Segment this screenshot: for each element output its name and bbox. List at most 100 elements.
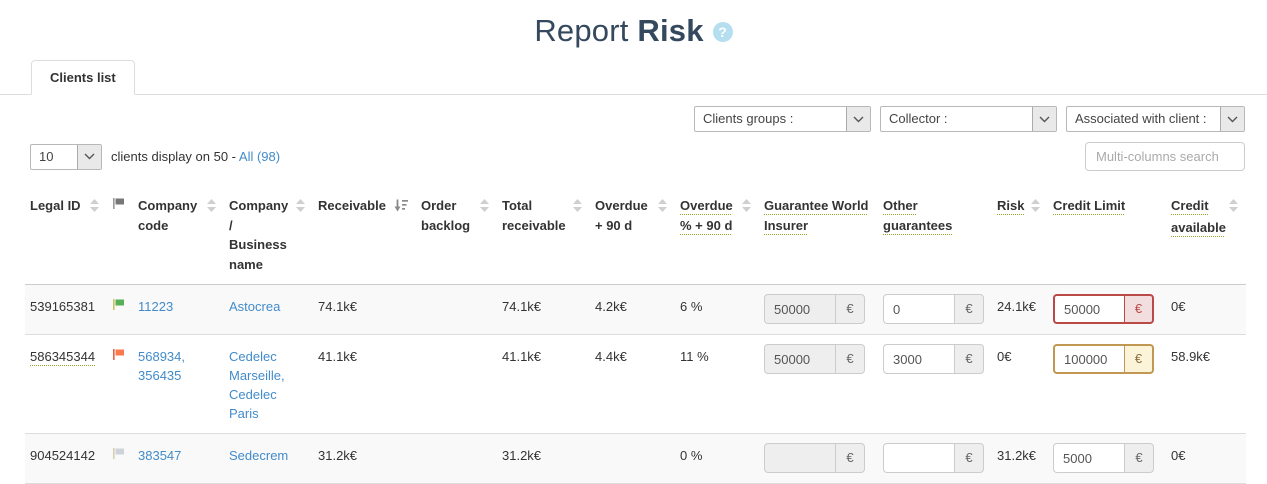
guarantee-insurer-cell: €	[759, 284, 878, 335]
col-company-code[interactable]: Company code	[133, 190, 224, 285]
risk-cell: 31.2k€	[992, 433, 1048, 484]
col-order-backlog[interactable]: Order backlog	[416, 190, 497, 285]
risk-cell: 24.1k€	[992, 284, 1048, 335]
company-code-link[interactable]: 568934, 356435	[138, 349, 185, 383]
company-code-cell: 383547	[133, 433, 224, 484]
page-title-light: Report	[534, 13, 629, 48]
sort-icon	[296, 198, 305, 218]
company-code-cell: 568934, 356435	[133, 333, 224, 434]
sort-icon	[207, 198, 216, 218]
sort-icon	[1031, 198, 1040, 218]
clients-table: Legal ID Company code Company / Business…	[25, 190, 1246, 484]
other-guarantees-input[interactable]	[883, 294, 954, 324]
other-guarantees-input[interactable]	[883, 443, 954, 474]
select-label: Collector :	[889, 111, 948, 126]
sort-icon	[1229, 198, 1238, 218]
currency-addon: €	[954, 344, 984, 374]
tab-clients-list[interactable]: Clients list	[31, 60, 135, 95]
other-guarantees-input-group: €	[883, 344, 984, 374]
col-legal-id[interactable]: Legal ID	[25, 190, 107, 285]
company-name-link[interactable]: Astocrea	[229, 299, 281, 314]
order-backlog-cell	[416, 333, 497, 434]
credit-limit-input-group: €	[1053, 344, 1154, 374]
table-header-row: Legal ID Company code Company / Business…	[25, 190, 1246, 285]
company-name-cell: Sedecrem	[224, 433, 313, 484]
collector-select[interactable]: Collector :	[880, 106, 1057, 132]
col-overdue-90d[interactable]: Overdue + 90 d	[590, 190, 675, 285]
guarantee-insurer-input-group: €	[764, 344, 865, 374]
associated-with-client-select[interactable]: Associated with client :	[1066, 106, 1245, 132]
flag-icon	[112, 447, 125, 466]
company-code-link[interactable]: 11223	[138, 299, 174, 314]
guarantee-insurer-cell: €	[759, 433, 878, 484]
currency-addon: €	[1124, 294, 1154, 324]
total-receivable-cell: 41.1k€	[497, 333, 590, 434]
col-receivable[interactable]: Receivable	[313, 190, 416, 285]
col-credit-limit: Credit Limit	[1048, 190, 1166, 285]
filters-row: Clients groups : Collector : Associated …	[22, 106, 1245, 132]
legal-id-cell: 904524142	[25, 433, 107, 484]
other-guarantees-cell: €	[878, 333, 992, 434]
col-total-receivable[interactable]: Total receivable	[497, 190, 590, 285]
select-value: 10	[39, 148, 54, 164]
sort-icon	[658, 198, 667, 218]
credit-limit-cell: €	[1048, 433, 1166, 484]
multi-columns-search-input[interactable]	[1085, 142, 1245, 171]
results-count-text: clients display on 50 - All (98)	[111, 149, 281, 164]
currency-addon: €	[835, 443, 865, 474]
credit-limit-input[interactable]	[1053, 294, 1124, 324]
order-backlog-cell	[416, 284, 497, 335]
company-name-link[interactable]: Sedecrem	[229, 448, 289, 464]
col-flag	[107, 190, 133, 285]
other-guarantees-input-group: €	[883, 443, 984, 474]
guarantee-insurer-input	[764, 294, 835, 324]
credit-limit-cell: €	[1048, 284, 1166, 335]
order-backlog-cell	[416, 433, 497, 484]
chevron-down-icon	[1220, 107, 1244, 131]
credit-limit-input-group: €	[1053, 443, 1154, 474]
receivable-cell: 41.1k€	[313, 333, 416, 434]
currency-addon: €	[835, 344, 865, 374]
clients-groups-select[interactable]: Clients groups :	[694, 106, 871, 132]
credit-limit-input[interactable]	[1053, 344, 1124, 374]
chevron-down-icon	[77, 144, 101, 169]
col-overdue-pct-90d[interactable]: Overdue % + 90 d	[675, 190, 759, 285]
legal-id-cell: 586345344	[25, 333, 107, 434]
company-name-cell: Cedelec Marseille, Cedelec Paris	[224, 333, 313, 434]
legal-id-cell: 539165381	[25, 284, 107, 335]
currency-addon: €	[954, 294, 984, 324]
col-credit-available[interactable]: Credit available	[1166, 190, 1246, 285]
company-code-link[interactable]: 383547	[138, 448, 182, 464]
toolbar-row: 10 clients display on 50 - All (98)	[30, 142, 1245, 171]
col-guarantee-world-insurer: Guarantee World Insurer	[759, 190, 878, 285]
receivable-cell: 74.1k€	[313, 284, 416, 335]
overdue-90d-cell: 4.2k€	[590, 284, 675, 335]
sort-icon	[573, 198, 582, 218]
col-risk[interactable]: Risk	[992, 190, 1048, 285]
show-all-link[interactable]: All (98)	[238, 149, 281, 164]
guarantee-insurer-input	[764, 443, 835, 474]
col-company-name[interactable]: Company / Business name	[224, 190, 313, 285]
risk-cell: 0€	[992, 333, 1048, 434]
help-icon[interactable]: ?	[712, 22, 733, 42]
flag-cell	[107, 284, 133, 335]
page-size-select[interactable]: 10	[30, 143, 102, 170]
tab-bar: Clients list	[0, 60, 1267, 95]
guarantee-insurer-input	[764, 344, 835, 374]
overdue-90d-cell	[590, 433, 675, 484]
flag-cell	[107, 433, 133, 484]
table-row: 539165381 11223 Astocrea 74.1k€ 74.1k€ 4…	[25, 284, 1246, 335]
company-name-link[interactable]: Cedelec Marseille, Cedelec Paris	[229, 349, 285, 421]
other-guarantees-input[interactable]	[883, 344, 954, 374]
chevron-down-icon	[1032, 107, 1056, 131]
flag-cell	[107, 333, 133, 434]
currency-addon: €	[954, 443, 984, 474]
credit-limit-input[interactable]	[1053, 443, 1124, 474]
credit-limit-input-group: €	[1053, 294, 1154, 324]
guarantee-insurer-cell: €	[759, 333, 878, 434]
flag-icon	[112, 196, 125, 216]
sort-icon	[742, 198, 751, 218]
overdue-90d-cell: 4.4k€	[590, 333, 675, 434]
currency-addon: €	[1124, 443, 1154, 474]
table-row: 904524142 383547 Sedecrem 31.2k€ 31.2k€ …	[25, 433, 1246, 484]
